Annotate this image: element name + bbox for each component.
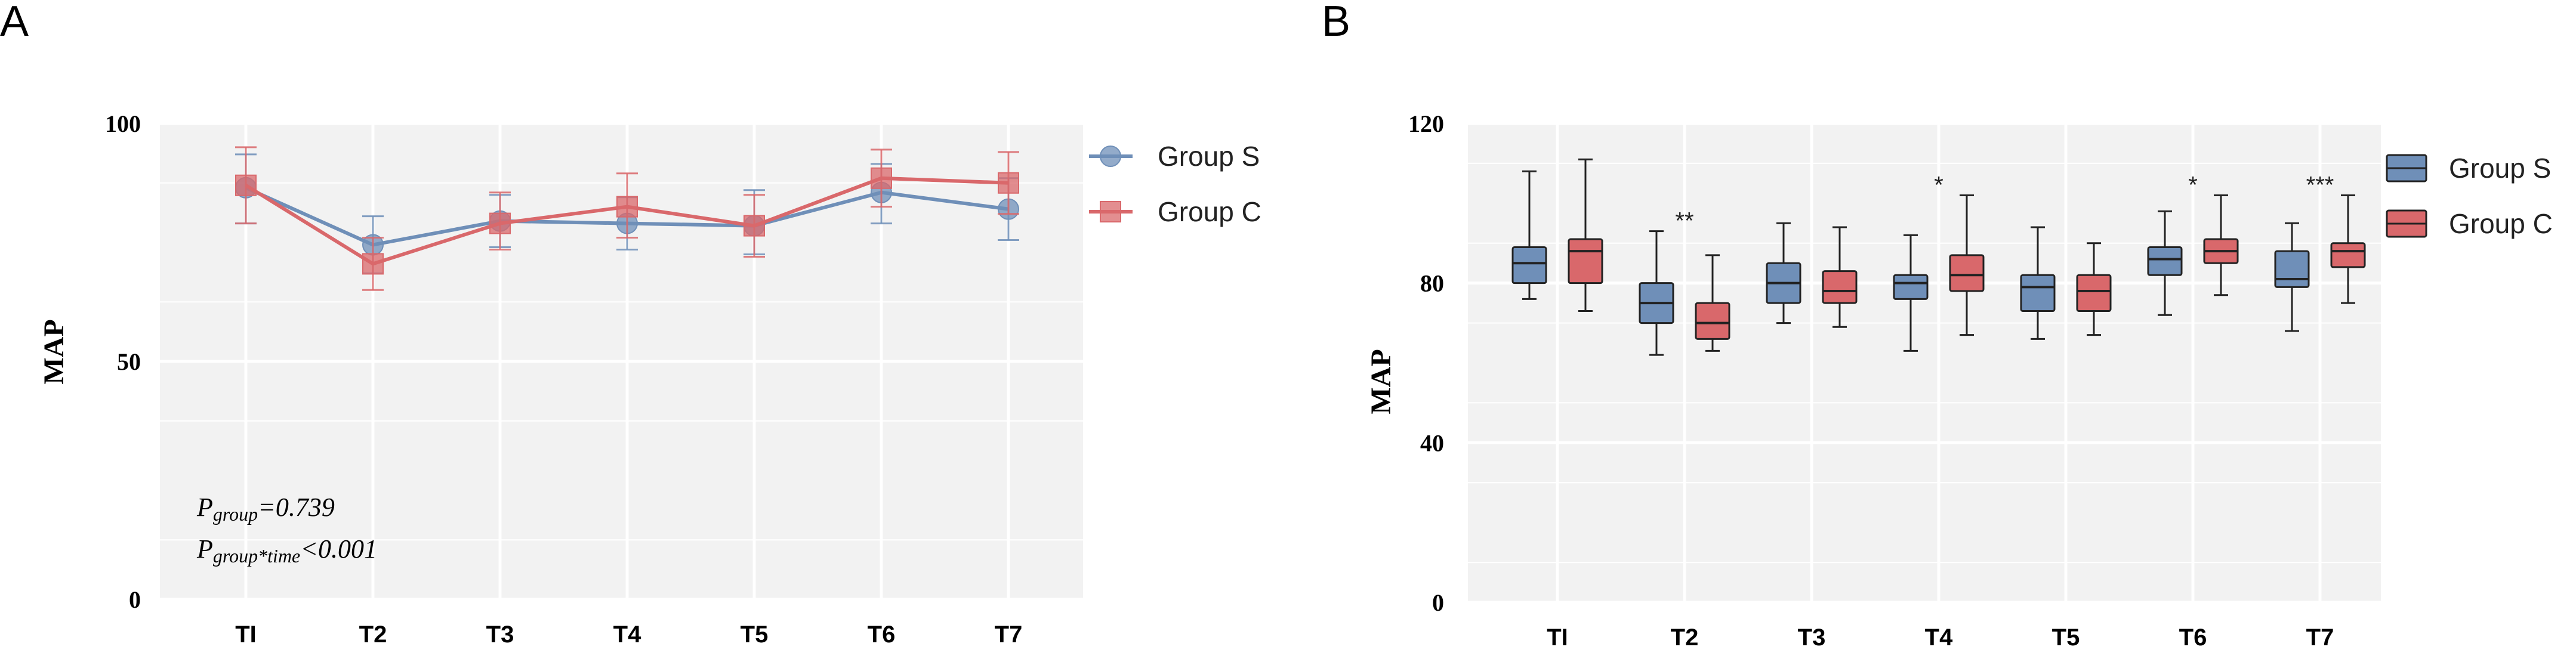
panel-a-x-tick-label: T4 — [613, 621, 641, 648]
panel-a-y-axis-label: MAP — [38, 319, 70, 384]
panel-b-box-body — [1511, 246, 1547, 284]
panel-b-box — [1695, 254, 1730, 352]
panel-a-annotation-p-interaction-main: P — [196, 534, 213, 564]
panel-b-box-body — [1822, 270, 1858, 304]
panel-a-x-tick-label: TI — [235, 621, 257, 648]
panel-b-box-body — [1893, 274, 1929, 300]
panel-b-box-body — [2274, 250, 2310, 288]
panel-b-y-tick-label: 120 — [1408, 110, 1444, 137]
panel-a-y-tick-label: 0 — [129, 586, 141, 613]
panel-a-annotation-p-interaction-sub: group*time — [213, 545, 300, 567]
panel-b-box — [1511, 170, 1547, 300]
panel-b-box — [2274, 222, 2310, 332]
panel-b-x-tick-label: T5 — [2052, 624, 2080, 651]
panel-a-point — [616, 196, 638, 218]
panel-b-legend: Group S Group C — [2386, 153, 2553, 239]
panel-a-point — [871, 167, 892, 189]
panel-a-y-tick-label: 100 — [105, 110, 141, 137]
panel-a-x-tick-label: T6 — [868, 621, 896, 648]
panel-a-annotation-p-group-sub: group — [213, 503, 258, 525]
panel-a-plot-layer: 0 50 100 TI T2 T3 T4 T5 T6 T7 — [105, 110, 1083, 648]
panel-b-box — [2020, 226, 2056, 340]
panel-a-annotation-p-group-rest: =0.739 — [258, 493, 335, 522]
panel-a-point — [489, 212, 511, 234]
panel-b-box-body — [1949, 254, 1985, 292]
panel-b-x-tick-label: T3 — [1798, 624, 1826, 651]
panel-b-box — [1639, 230, 1674, 356]
panel-b-box — [2076, 242, 2112, 336]
panel-b-y-tick-label: 0 — [1432, 589, 1444, 616]
panel-b-significance-marker: *** — [2306, 172, 2334, 198]
panel-a-annotation-p-group: Pgroup=0.739 — [196, 493, 335, 525]
panel-b-x-tick-label: T4 — [1925, 624, 1953, 651]
panel-b-box-body — [2020, 274, 2056, 313]
panel-b-y-tick-label: 80 — [1420, 270, 1444, 297]
panel-b-box — [1766, 222, 1801, 324]
panel-a-letter: A — [0, 0, 29, 45]
panel-b-y-tick-label: 40 — [1420, 429, 1444, 456]
panel-b-box-body — [1695, 302, 1730, 340]
panel-b-legend-label: Group S — [2449, 153, 2551, 184]
panel-a-x-tick-label: T7 — [995, 621, 1023, 648]
panel-b-box-body — [2330, 242, 2366, 268]
panel-b-x-tick-label: T6 — [2179, 624, 2207, 651]
panel-a-annotation-p-interaction-rest: <0.001 — [300, 534, 377, 564]
panel-b-box-body — [2147, 246, 2183, 276]
panel-a-legend: Group S Group C — [1089, 141, 1261, 227]
panel-b-letter: B — [1322, 0, 1350, 45]
panel-a-point — [744, 215, 765, 237]
panel-a-point — [362, 253, 384, 275]
panel-b-series-1 — [1568, 158, 2366, 352]
panel-a-legend-label: Group C — [1158, 196, 1261, 227]
panel-b-box — [1822, 226, 1858, 328]
panel-b-box-body — [2076, 274, 2112, 313]
panel-a-x-tick-label: T5 — [741, 621, 769, 648]
panel-a-legend-label: Group S — [1158, 141, 1260, 172]
panel-b-box — [2147, 210, 2183, 316]
panel-b-x-tick-label: TI — [1547, 624, 1568, 651]
panel-a-y-tick-label: 50 — [117, 348, 141, 375]
panel-b-x-tick-label: T7 — [2306, 624, 2334, 651]
panel-b-box — [2203, 194, 2239, 296]
panel-b-box — [1893, 234, 1929, 352]
panel-b-significance-marker: * — [2188, 172, 2198, 198]
panel-b-legend-label: Group C — [2449, 208, 2553, 239]
panel-b-significance-marker: * — [1934, 172, 1943, 198]
panel-a-legend-marker — [1100, 201, 1121, 222]
panel-a-point — [998, 172, 1019, 194]
panel-b-series-0 — [1511, 170, 2310, 356]
panel-b-box — [2330, 194, 2366, 304]
panel-a-series-1 — [235, 146, 1019, 291]
panel-b-box — [1949, 194, 1985, 336]
panel-a-point — [235, 174, 257, 196]
panel-b-significance-marker: ** — [1675, 208, 1693, 234]
panel-a-annotation-p-interaction: Pgroup*time<0.001 — [196, 534, 377, 567]
panel-a-x-tick-label: T2 — [359, 621, 387, 648]
panel-b-y-axis-label: MAP — [1365, 349, 1397, 414]
panel-a-x-tick-label: T3 — [486, 621, 514, 648]
panel-a-legend-marker — [1100, 146, 1121, 167]
panel-a-annotation-p-group-main: P — [196, 493, 213, 522]
panel-b-box — [1568, 158, 1603, 313]
panel-b-x-tick-label: T2 — [1671, 624, 1699, 651]
panel-b-plot-background — [1468, 123, 2381, 602]
panel-b-box-body — [1568, 238, 1603, 284]
